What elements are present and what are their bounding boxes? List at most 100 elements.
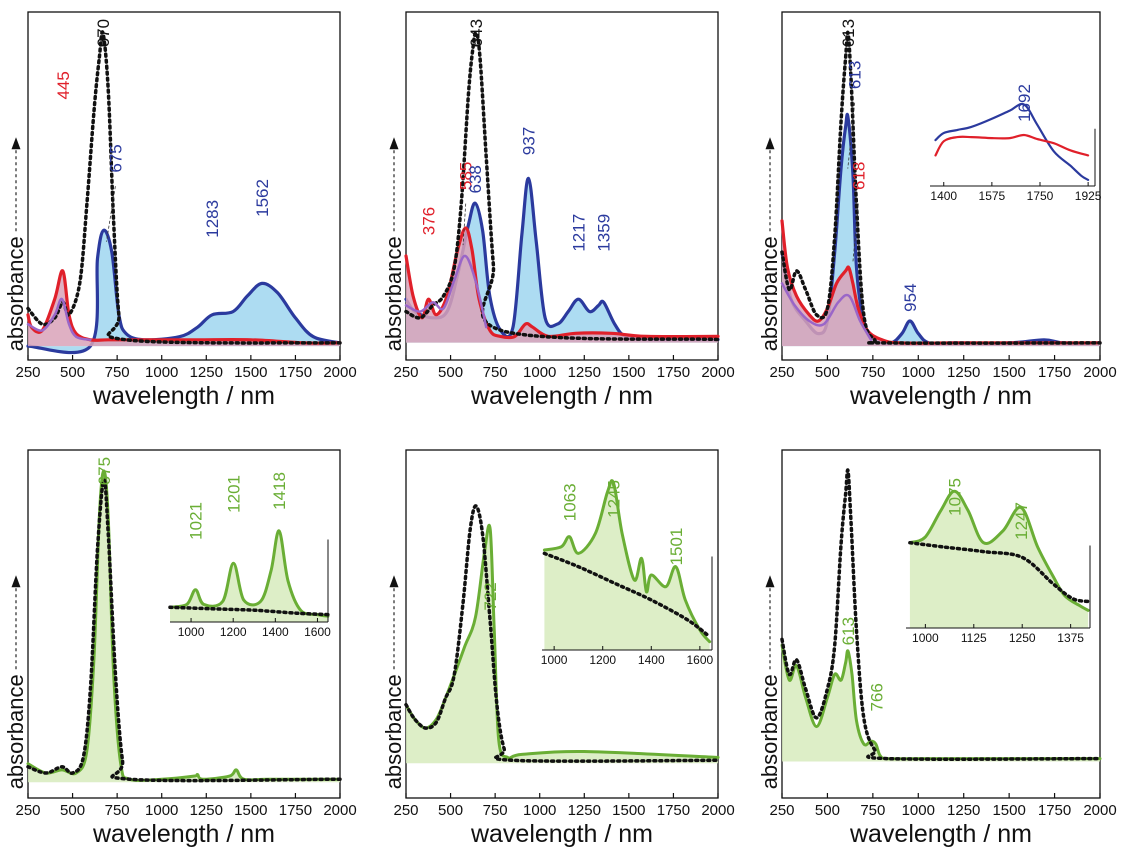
x-tick-label: 1500 <box>612 364 645 381</box>
x-tick-label: 250 <box>15 364 40 381</box>
panel-4-series-1-line <box>26 469 342 782</box>
x-tick-label: 500 <box>60 802 85 819</box>
panel-1-series-1-area <box>28 230 340 353</box>
peak-label: 670 <box>94 19 113 47</box>
x-tick-label: 250 <box>393 364 418 381</box>
inset-x-tick-label: 1000 <box>912 631 939 645</box>
inset: 1000 1200 1400 1600 1021 1201 1418 <box>168 472 331 639</box>
x-tick-label: 1500 <box>234 364 267 381</box>
y-axis-arrow-head <box>389 575 399 588</box>
peak-label: 613 <box>839 19 858 47</box>
leader-line <box>847 102 856 169</box>
x-tick-label: 1750 <box>657 802 690 819</box>
inset-5-series-1-line <box>542 551 712 639</box>
inset-peak-label: 1245 <box>605 480 624 518</box>
inset-4-series-0-line <box>168 529 330 618</box>
peak-label: 613 <box>846 61 865 89</box>
x-tick-label: 250 <box>769 364 794 381</box>
x-axis-label: wavelength / nm <box>849 382 1032 410</box>
x-tick-label: 2000 <box>1083 364 1116 381</box>
inset-x-tick-label: 1375 <box>1057 631 1084 645</box>
panel-3-series-0-line <box>780 30 1102 345</box>
panel-6: 250 500 750 1000 1250 1500 1750 2000 wavelength … <box>757 449 1117 848</box>
x-tick-label: 500 <box>60 364 85 381</box>
x-tick-label: 1500 <box>612 802 645 819</box>
panel-2: 250 500 750 1000 1250 1500 1750 2000 wavelength … <box>381 11 735 410</box>
x-tick-label: 2000 <box>323 802 356 819</box>
plot-frame <box>27 449 341 799</box>
inset-x-tick-label: 1200 <box>220 625 247 639</box>
x-tick-label: 1250 <box>947 364 980 381</box>
panel-5: 250 500 750 1000 1250 1500 1750 2000 wavelength … <box>381 449 735 848</box>
x-tick-label: 250 <box>15 802 40 819</box>
inset-4-series-0-area <box>170 530 328 622</box>
panel-1-series-2-area <box>28 270 340 347</box>
panel-3: 250 500 750 1000 1250 1500 1750 2000 wavelength … <box>757 11 1117 410</box>
panel-6-series-0-line <box>780 468 1102 761</box>
inset: 1400 1575 1750 1925 1692 <box>930 84 1102 203</box>
y-axis-label: absorbance <box>757 674 782 789</box>
panel-2-series-1-area <box>406 178 718 343</box>
peak-label: 675 <box>95 457 114 485</box>
x-tick-label: 1750 <box>1038 364 1071 381</box>
panel-2-series-0-line <box>404 30 720 342</box>
inset-x-tick-label: 1400 <box>638 653 665 667</box>
y-axis-label: absorbance <box>3 236 28 351</box>
panel-1: 250 500 750 1000 1250 1500 1750 2000 wavelength … <box>3 11 357 410</box>
leader-line <box>106 186 116 242</box>
x-tick-label: 1250 <box>568 802 601 819</box>
inset-x-tick-label: 1200 <box>589 653 616 667</box>
y-axis-arrow-head <box>765 137 775 150</box>
x-tick-label: 1250 <box>190 364 223 381</box>
x-tick-label: 500 <box>815 364 840 381</box>
panel-5-series-0-line <box>404 504 720 763</box>
panel-2-series-2-area <box>406 228 718 343</box>
inset-x-tick-label: 1925 <box>1075 189 1102 203</box>
inset-x-tick-label: 1250 <box>1009 631 1036 645</box>
y-axis-arrow-head <box>389 137 399 150</box>
peak-label: 766 <box>867 683 886 711</box>
x-tick-label: 1000 <box>145 364 178 381</box>
inset-peak-label: 1418 <box>270 472 289 510</box>
panel-4-series-1-area <box>28 470 340 783</box>
x-axis-label: wavelength / nm <box>92 820 275 848</box>
panel-3-series-1-area <box>782 114 1100 347</box>
inset-x-tick-label: 1600 <box>304 625 331 639</box>
x-tick-label: 750 <box>483 802 508 819</box>
panel-2-series-3-line <box>404 254 488 329</box>
x-tick-label: 750 <box>105 364 130 381</box>
inset-x-tick-label: 1400 <box>262 625 289 639</box>
inset: 1000 1125 1250 1375 1075 1247 <box>906 478 1091 645</box>
peak-label: 1562 <box>253 179 272 217</box>
x-axis-label: wavelength / nm <box>849 820 1032 848</box>
x-axis-label: wavelength / nm <box>92 382 275 410</box>
x-tick-label: 1250 <box>947 802 980 819</box>
panel-1-series-3-line <box>26 297 92 342</box>
x-tick-label: 1250 <box>568 364 601 381</box>
x-tick-label: 750 <box>483 364 508 381</box>
peak-label: 618 <box>849 162 868 190</box>
plot-frame <box>27 11 341 361</box>
inset: 1000 1200 1400 1600 1063 1245 1501 <box>541 479 714 667</box>
inset-x-tick-label: 1000 <box>541 653 568 667</box>
peak-label: 1283 <box>203 200 222 238</box>
peak-label: 722 <box>481 582 500 610</box>
inset-x-tick-label: 1125 <box>961 631 987 645</box>
y-axis-label: absorbance <box>381 236 406 351</box>
x-tick-label: 500 <box>438 802 463 819</box>
panel-1-series-1-line <box>26 228 342 355</box>
inset-peak-label: 1692 <box>1015 84 1034 122</box>
x-axis-label: wavelength / nm <box>470 382 653 410</box>
peak-label: 585 <box>457 162 476 190</box>
peak-label: 1359 <box>595 214 614 252</box>
peak-label: 638 <box>466 165 485 193</box>
inset-peak-label: 1247 <box>1012 502 1031 540</box>
inset-6-series-1-line <box>908 540 1090 604</box>
x-tick-label: 1750 <box>279 802 312 819</box>
x-tick-label: 750 <box>860 364 885 381</box>
x-tick-label: 500 <box>815 802 840 819</box>
x-tick-label: 1500 <box>234 802 267 819</box>
inset-x-tick-label: 1575 <box>979 189 1006 203</box>
x-tick-label: 2000 <box>701 802 734 819</box>
